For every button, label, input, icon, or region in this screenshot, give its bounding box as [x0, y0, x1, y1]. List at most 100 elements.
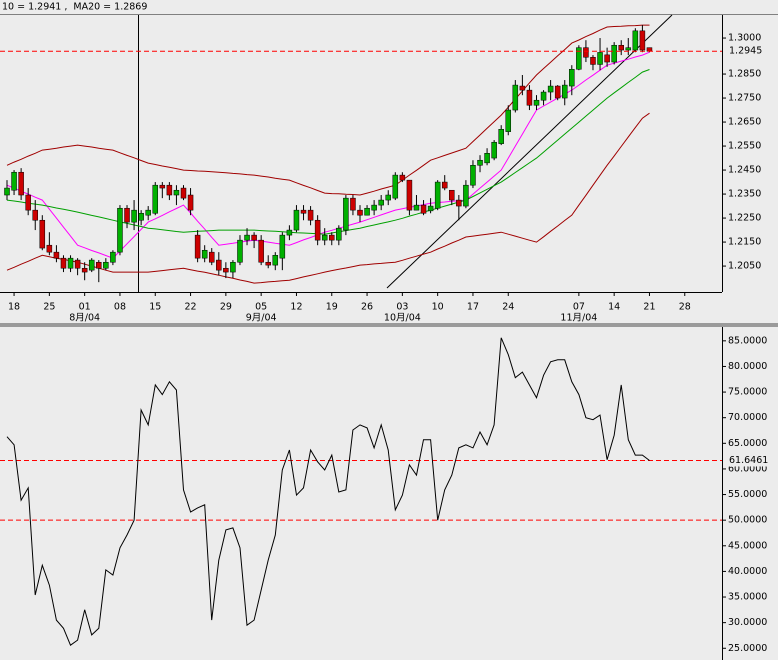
candle-body	[208, 251, 215, 263]
y-tick-label: 60.0000	[728, 463, 767, 474]
candle-body	[413, 204, 420, 211]
candle-body	[385, 194, 391, 201]
x-tick-label: 01	[79, 302, 91, 313]
y-tick-label: 30.0000	[728, 617, 767, 628]
x-tick-label: 26	[361, 302, 373, 313]
y-tick-label: 1.2350	[728, 189, 761, 200]
candle-body	[364, 207, 370, 216]
candle-body	[399, 174, 406, 181]
candle-body	[237, 239, 243, 263]
x-tick-label: 21	[643, 302, 655, 313]
candle-body	[81, 267, 88, 273]
candle-body	[201, 249, 208, 259]
candle-body	[498, 129, 504, 144]
x-tick-label: 15	[149, 302, 161, 313]
candle-body	[561, 84, 568, 99]
candle-body	[632, 30, 639, 51]
candle-body	[244, 234, 250, 241]
y-tick-label: 35.0000	[728, 592, 767, 603]
candle-body	[18, 171, 24, 196]
candle-body	[434, 181, 441, 209]
candle-body	[258, 239, 264, 263]
candle-body	[569, 68, 575, 87]
candle-body	[251, 234, 257, 241]
candle-body	[321, 234, 328, 241]
candle-body	[138, 213, 144, 221]
candle-body	[180, 187, 187, 199]
candle-body	[110, 251, 116, 263]
x-tick-label: 29	[220, 302, 232, 313]
candle-body	[216, 259, 222, 271]
candle-body	[420, 204, 427, 214]
candle-body	[597, 52, 603, 65]
candle-body	[646, 47, 653, 52]
candle-body	[293, 209, 300, 231]
candle-body	[604, 54, 610, 63]
candle-body	[554, 85, 561, 99]
candle-body	[124, 207, 130, 223]
candle-body	[279, 234, 286, 259]
y-tick-label: 1.2050	[728, 261, 761, 272]
month-label: 11月/04	[560, 313, 597, 324]
indicator-line	[6, 51, 650, 259]
candle-body	[484, 153, 490, 164]
indicator-line	[6, 24, 650, 196]
x-tick-label: 10	[432, 302, 444, 313]
y-tick-label: 85.0000	[728, 335, 767, 346]
indicator-line	[6, 112, 650, 284]
y-tick-label: 75.0000	[728, 387, 767, 398]
x-tick-label: 12	[290, 302, 302, 313]
candle-body	[406, 179, 413, 211]
x-tick-label: 17	[467, 302, 479, 313]
month-label: 10月/04	[384, 313, 421, 324]
candle-body	[463, 184, 469, 207]
month-label: 9月/04	[246, 313, 277, 324]
indicator-line	[6, 69, 650, 235]
month-label: 8月/04	[69, 313, 100, 324]
candle-body	[441, 181, 448, 189]
candle-body	[159, 184, 166, 189]
candle-body	[88, 259, 95, 271]
candle-body	[60, 257, 67, 269]
candle-body	[378, 199, 384, 206]
candle-body	[639, 30, 646, 51]
x-tick-label: 25	[43, 302, 55, 313]
candle-body	[512, 84, 519, 111]
candle-body	[477, 159, 483, 166]
candle-body	[67, 257, 74, 269]
candle-body	[223, 267, 229, 273]
candle-body	[533, 99, 540, 106]
candle-body	[392, 174, 399, 199]
candle-body	[329, 234, 335, 241]
candle-body	[456, 199, 462, 207]
trend-line	[386, 14, 673, 289]
y-tick-label: 70.0000	[728, 412, 767, 423]
candle-body	[46, 244, 53, 253]
y-tick-label: 1.2250	[728, 213, 761, 224]
value-label-bg	[724, 454, 774, 467]
candle-body	[32, 209, 38, 221]
candle-body	[547, 85, 554, 93]
candle-body	[314, 219, 321, 241]
candle-body	[625, 47, 632, 51]
current-value-label: 61.6461	[729, 455, 768, 466]
x-tick-label: 24	[502, 302, 514, 313]
candle-body	[166, 184, 173, 196]
candle-body	[540, 91, 547, 101]
candle-body	[103, 261, 109, 269]
candle-body	[519, 85, 526, 91]
candle-body	[336, 227, 342, 241]
candle-body	[470, 165, 476, 186]
legend-entry: MA20 = 1.2869	[73, 2, 147, 13]
candle-body	[96, 261, 102, 269]
candle-body	[618, 44, 624, 51]
candle-body	[350, 197, 356, 211]
candle-body	[74, 259, 81, 269]
legend-entry: 10 = 1.2941 ,	[2, 2, 67, 13]
y-tick-label: 1.2850	[728, 69, 761, 80]
y-tick-label: 1.3000	[728, 33, 761, 44]
y-tick-label: 80.0000	[728, 361, 767, 372]
candle-body	[526, 89, 533, 106]
